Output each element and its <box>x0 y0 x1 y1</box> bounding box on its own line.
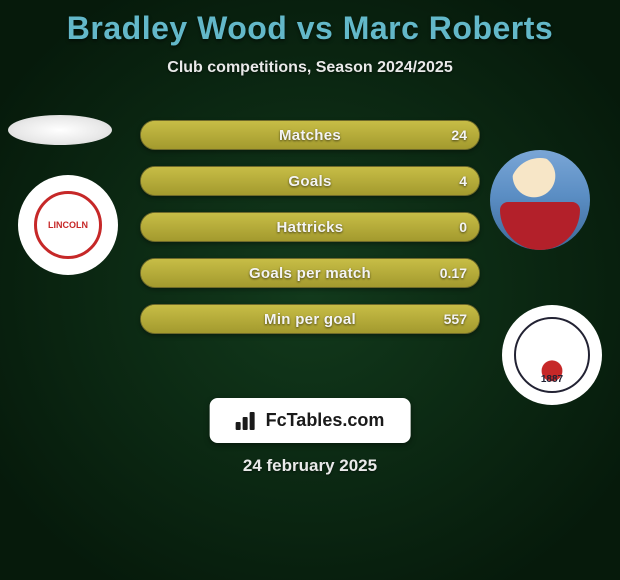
right-team-crest: 1887 <box>502 305 602 405</box>
stat-label: Goals <box>141 167 479 195</box>
stat-label: Hattricks <box>141 213 479 241</box>
left-player-avatar <box>8 115 112 145</box>
stat-left-value <box>141 213 165 241</box>
stat-row: Min per goal557 <box>140 304 480 334</box>
players-area: LINCOLN 1887 Matches24 Goals4 Hattricks0 Go… <box>0 100 620 410</box>
stat-left-value <box>141 167 165 195</box>
bar-logo-icon <box>236 412 258 430</box>
stat-left-value <box>141 121 165 149</box>
stat-right-value: 4 <box>447 167 479 195</box>
stat-row: Matches24 <box>140 120 480 150</box>
stat-right-value: 0 <box>447 213 479 241</box>
stat-row: Goals per match0.17 <box>140 258 480 288</box>
stat-row: Hattricks0 <box>140 212 480 242</box>
right-crest-label: 1887 <box>514 317 590 393</box>
stat-row: Goals4 <box>140 166 480 196</box>
left-crest-line1: LINCOLN <box>48 220 88 230</box>
stat-right-value: 0.17 <box>428 259 479 287</box>
stat-label: Matches <box>141 121 479 149</box>
left-team-crest: LINCOLN <box>18 175 118 275</box>
content-wrap: Bradley Wood vs Marc Roberts Club compet… <box>0 0 620 580</box>
stats-bars: Matches24 Goals4 Hattricks0 Goals per match… <box>140 120 480 350</box>
stat-right-value: 24 <box>439 121 479 149</box>
page-title: Bradley Wood vs Marc Roberts <box>0 0 620 47</box>
stat-label: Min per goal <box>141 305 479 333</box>
stat-left-value <box>141 259 165 287</box>
right-player-avatar <box>490 150 590 250</box>
site-badge[interactable]: FcTables.com <box>210 398 411 443</box>
site-name: FcTables.com <box>266 410 385 431</box>
stat-right-value: 557 <box>432 305 479 333</box>
left-crest-label: LINCOLN <box>34 191 102 259</box>
footer-date: 24 february 2025 <box>0 456 620 476</box>
page-subtitle: Club competitions, Season 2024/2025 <box>0 59 620 77</box>
stat-left-value <box>141 305 165 333</box>
